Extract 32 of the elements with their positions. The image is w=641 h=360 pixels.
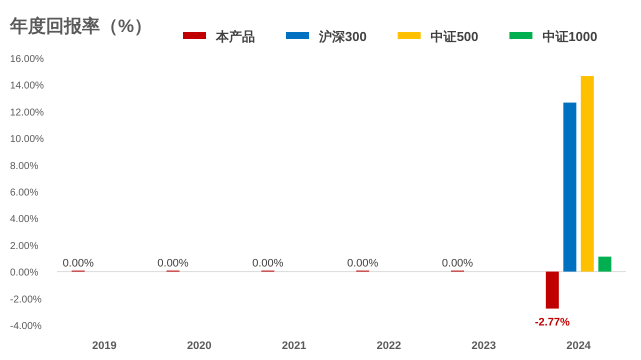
y-tick-label: 2.00% xyxy=(10,240,38,252)
bar xyxy=(580,76,594,272)
bar xyxy=(546,272,559,309)
chart-title: 年度回报率（%） xyxy=(9,16,152,36)
data-label: 0.00% xyxy=(157,258,189,270)
data-label: -2.77% xyxy=(534,316,570,329)
legend-label: 中证1000 xyxy=(542,29,598,44)
x-tick-label: 2022 xyxy=(376,340,402,352)
x-tick-label: 2024 xyxy=(566,340,592,352)
legend-label: 中证500 xyxy=(430,29,478,44)
x-tick-label: 2023 xyxy=(472,340,496,352)
x-tick-label: 2021 xyxy=(282,340,306,352)
y-tick-label: 8.00% xyxy=(10,160,38,172)
data-label: 0.00% xyxy=(252,258,284,270)
legend-label: 沪深300 xyxy=(318,29,367,44)
legend-label: 本产品 xyxy=(215,29,255,44)
y-tick-label: 12.00% xyxy=(10,107,44,118)
bar xyxy=(598,256,612,272)
y-tick-label: 0.00% xyxy=(10,268,38,279)
y-tick-label: 6.00% xyxy=(10,188,38,198)
y-tick-label: -4.00% xyxy=(10,321,42,332)
x-tick-label: 2020 xyxy=(187,340,212,352)
y-tick-label: 4.00% xyxy=(10,214,38,226)
bar xyxy=(563,102,576,272)
y-tick-label: -2.00% xyxy=(10,294,42,306)
y-tick-label: 14.00% xyxy=(10,80,44,92)
data-label: 0.00% xyxy=(347,258,378,270)
y-tick-label: 10.00% xyxy=(10,134,44,146)
data-label: 0.00% xyxy=(62,258,94,270)
x-tick-label: 2019 xyxy=(92,340,117,352)
y-tick-label: 16.00% xyxy=(10,54,44,65)
data-label: 0.00% xyxy=(442,258,474,270)
